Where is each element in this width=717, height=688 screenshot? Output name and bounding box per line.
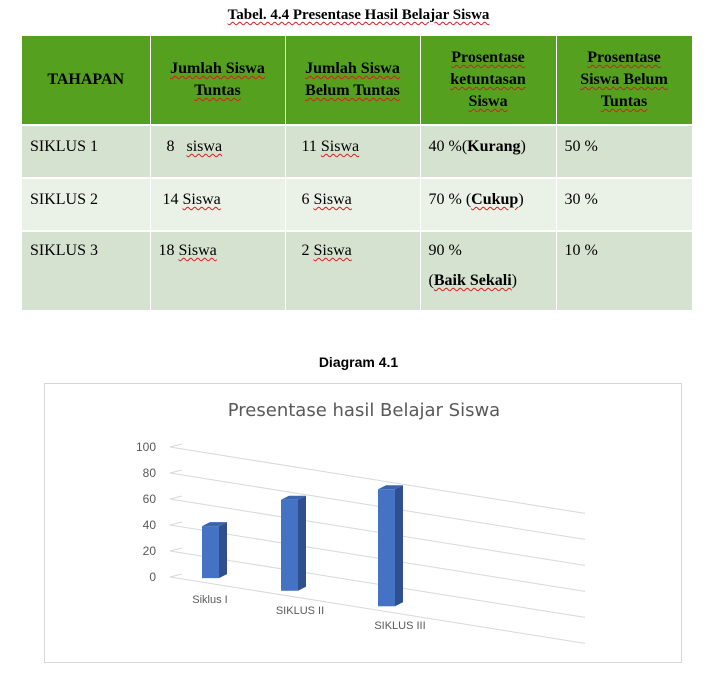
gridline-depth (169, 521, 183, 526)
chart-title: Presentase hasil Belajar Siswa (228, 400, 500, 421)
cell-belum-tuntas: 6 Siswa (285, 178, 421, 232)
cell-prosentase-belum: 10 % (556, 231, 693, 312)
y-tick-label: 60 (143, 492, 157, 506)
cell-belum-tuntas: 2 Siswa (285, 231, 421, 312)
gridline (169, 576, 586, 644)
x-tick-label: Siklus I (192, 594, 227, 606)
x-tick-label: SIKLUS III (374, 620, 425, 632)
table-title: Tabel. 4.4 Presentase Hasil Belajar Sisw… (227, 7, 490, 23)
cell-tahapan: SIKLUS 2 (22, 178, 151, 232)
gridline-depth (169, 495, 183, 500)
gridline-depth (169, 443, 183, 448)
table-row: SIKLUS 3 18 Siswa 2 Siswa 90 % (Baik Seka… (22, 231, 693, 312)
cell-belum-tuntas: 11 Siswa (285, 125, 421, 179)
results-table: TAHAPAN Jumlah Siswa Tuntas Jumlah Siswa B… (22, 36, 693, 312)
bar-side (298, 495, 306, 591)
diagram-caption: Diagram 4.1 (318, 354, 399, 370)
bar-chart: 0 20 40 60 80 100 Presentase hasil Belajar Sis… (136, 400, 586, 644)
chart-frame: 0 20 40 60 80 100 Presentase hasil Belajar Sis… (44, 383, 682, 663)
bar-top (202, 522, 227, 527)
gridline (169, 550, 586, 618)
cell-tahapan: SIKLUS 3 (22, 231, 151, 312)
cell-tuntas: 8 siswa (150, 125, 286, 179)
bar-side (395, 485, 403, 607)
y-tick-label: 100 (136, 440, 156, 454)
cell-prosentase: 90 % (Baik Sekali) (420, 231, 557, 312)
gridline (169, 498, 586, 566)
bar-top (281, 495, 306, 500)
bar (378, 489, 395, 607)
cell-tuntas: 14 Siswa (150, 178, 286, 232)
gridline-depth (169, 573, 183, 578)
y-tick-label: 0 (149, 570, 156, 584)
gridline (169, 472, 586, 540)
cell-prosentase: 40 %(Kurang) (420, 125, 557, 179)
bar (202, 526, 219, 579)
gridline-depth (169, 469, 183, 474)
cell-prosentase-belum: 50 % (556, 125, 693, 179)
y-tick-label: 80 (143, 466, 157, 480)
cell-prosentase-belum: 30 % (556, 178, 693, 232)
cell-tahapan: SIKLUS 1 (22, 125, 151, 179)
header-prosentase-belum-tuntas: Prosentase Siswa Belum Tuntas (556, 36, 693, 126)
gridline (169, 446, 586, 514)
x-tick-label: SIKLUS II (276, 605, 324, 617)
table-row: SIKLUS 1 8 siswa 11 Siswa 40 %(Kurang) 5… (22, 125, 693, 179)
y-tick-label: 40 (143, 518, 157, 532)
y-tick-label: 20 (143, 544, 157, 558)
gridline (169, 524, 586, 592)
header-jumlah-belum-tuntas: Jumlah Siswa Belum Tuntas (285, 36, 421, 126)
cell-prosentase: 70 % (Cukup) (420, 178, 557, 232)
table-row: SIKLUS 2 14 Siswa 6 Siswa 70 % (Cukup) 3… (22, 178, 693, 232)
gridline-depth (169, 547, 183, 552)
bar-side (219, 522, 227, 579)
header-tahapan: TAHAPAN (22, 36, 151, 126)
cell-tuntas: 18 Siswa (150, 231, 286, 312)
bar-top (378, 485, 403, 490)
bar (281, 499, 298, 591)
header-jumlah-tuntas: Jumlah Siswa Tuntas (150, 36, 286, 126)
header-prosentase-ketuntasan: Prosentase ketuntasan Siswa (420, 36, 557, 126)
header-row: TAHAPAN Jumlah Siswa Tuntas Jumlah Siswa B… (22, 36, 693, 126)
